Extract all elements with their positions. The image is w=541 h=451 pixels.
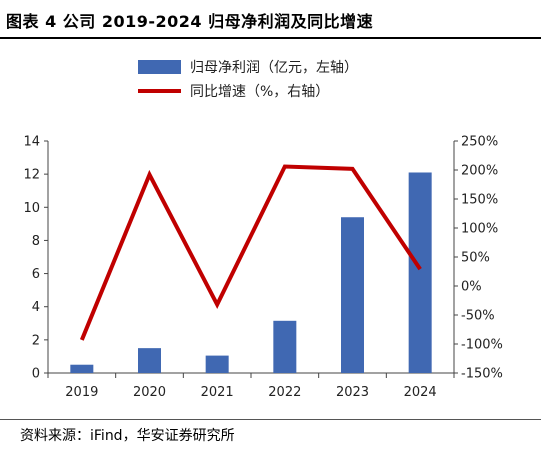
- legend-swatch-bar: [138, 60, 181, 74]
- left-tick-label: 2: [32, 333, 40, 348]
- source-note: 资料来源：iFind，华安证券研究所: [20, 428, 235, 444]
- x-tick-label: 2021: [201, 385, 234, 400]
- left-tick-label: 8: [32, 234, 40, 249]
- x-tick-label: 2022: [268, 385, 301, 400]
- x-tick-label: 2023: [336, 385, 369, 400]
- left-tick-label: 0: [32, 367, 40, 382]
- legend-label-bar: 归母净利润（亿元，左轴）: [190, 59, 358, 76]
- right-tick-label: 50%: [461, 251, 490, 266]
- chart: 归母净利润（亿元，左轴） 同比增速（%，右轴） 0 2 4 6 8 10 12 14 -150% -…: [23, 59, 502, 401]
- growth-line-path: [79, 164, 422, 341]
- growth-line: [79, 164, 422, 341]
- bar-2024: [408, 172, 432, 373]
- axes: 0 2 4 6 8 10 12 14 -150% -100% -50% 0% 50% 100% 150% 20…: [23, 135, 502, 401]
- legend: 归母净利润（亿元，左轴） 同比增速（%，右轴）: [138, 59, 358, 100]
- left-tick-label: 4: [32, 300, 40, 315]
- bar-2020: [138, 348, 161, 373]
- bar-2022: [273, 320, 297, 373]
- bar-2021: [205, 355, 229, 373]
- right-tick-label: -150%: [461, 367, 503, 382]
- x-tick-label: 2024: [404, 385, 437, 400]
- legend-label-line: 同比增速（%，右轴）: [190, 84, 329, 100]
- right-tick-label: 100%: [461, 222, 498, 237]
- right-tick-label: 150%: [461, 193, 498, 208]
- right-tick-label: -100%: [461, 338, 503, 353]
- source-rule: [0, 419, 541, 420]
- left-tick-label: 12: [23, 168, 40, 183]
- title-rule: [0, 37, 541, 39]
- bar-2023: [341, 217, 364, 373]
- left-tick-label: 6: [32, 267, 40, 282]
- right-tick-label: 250%: [461, 135, 498, 150]
- right-tick-label: 0%: [461, 280, 482, 295]
- x-tick-label: 2019: [65, 385, 98, 400]
- x-tick-label: 2020: [133, 385, 166, 400]
- left-tick-label: 10: [23, 201, 40, 216]
- bars: [70, 172, 432, 373]
- right-tick-label: 200%: [461, 164, 498, 179]
- right-tick-label: -50%: [461, 309, 495, 324]
- figure-title: 图表 4 公司 2019-2024 归母净利润及同比增速: [6, 12, 374, 31]
- bar-2019: [70, 364, 94, 373]
- left-tick-label: 14: [23, 135, 40, 150]
